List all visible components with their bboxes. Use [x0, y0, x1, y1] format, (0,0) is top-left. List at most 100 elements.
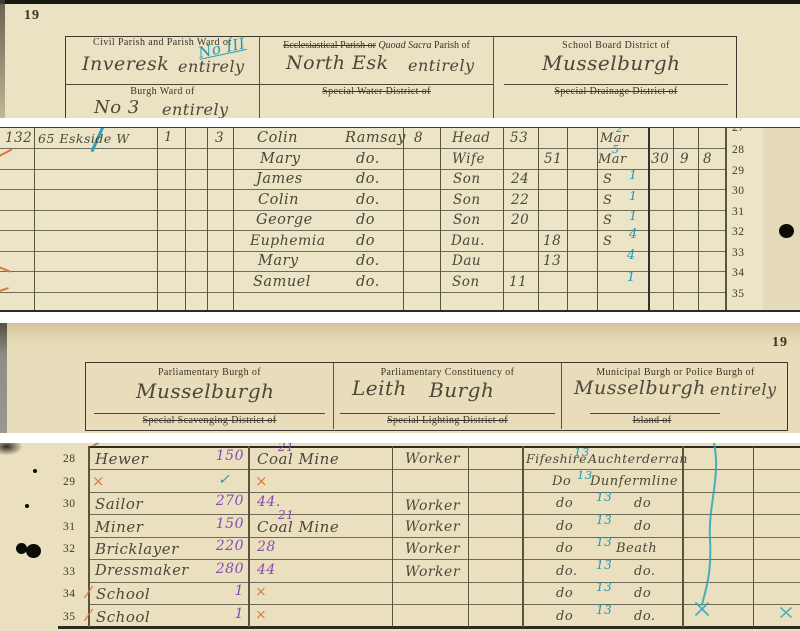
birth-code: 13 [596, 602, 613, 617]
census-row: Euphemia do Dau. 18 S 4 [0, 227, 800, 252]
grid-line [88, 581, 800, 583]
quoad-sacra-value: North Esk [286, 52, 389, 74]
occupation-row: 32 Bricklayer 220 28 Worker do 13 Beath [0, 535, 800, 559]
rule [66, 84, 259, 86]
orange-slash: / [84, 581, 94, 602]
grid-line [682, 446, 684, 627]
industry-code: 28 [257, 539, 276, 555]
grid-line [567, 128, 569, 310]
municipal-burgh-extent: entirely [710, 380, 777, 399]
occupation-code: 1 [234, 583, 244, 599]
row-number: 32 [63, 543, 76, 555]
children-living: 8 [703, 150, 713, 167]
orange-cross: × [255, 584, 268, 600]
scan-left-edge [0, 0, 5, 118]
blue-note: 1 [629, 208, 638, 223]
relation: Son [453, 191, 481, 208]
special-scavenging-label: Special Scavenging District of [142, 415, 277, 426]
margin-row-number: 33 [732, 247, 745, 259]
hole-punch [26, 544, 41, 558]
occupation-row: 33 Dressmaker 280 44 Worker do. 13 do. [0, 558, 800, 582]
birth-code: 13 [596, 512, 613, 527]
grid-line [88, 446, 90, 627]
municipal-burgh-value: Musselburgh [574, 377, 706, 399]
birth-code: 13 [596, 580, 613, 594]
occupation-code: 220 [215, 538, 244, 554]
relation: Wife [452, 150, 485, 167]
rule [504, 84, 728, 86]
row-number: 35 [63, 610, 76, 623]
parliamentary-burgh-label: Parliamentary Burgh of [157, 367, 262, 378]
blue-note: 1 [629, 187, 638, 203]
census-row: Mary do. Wife 51 Mar 5 30 9 8 [0, 143, 800, 170]
condition: S [603, 213, 613, 228]
row-number: 30 [63, 498, 76, 510]
birth-code: 13 [574, 445, 590, 459]
census-row: Samuel do. Son 11 1 [0, 270, 800, 293]
birth-place: do. [634, 563, 656, 579]
grid-line [207, 128, 209, 310]
birth-place: do [634, 496, 652, 511]
orange-cross: × [92, 471, 106, 490]
constituency-value-1: Leith [352, 376, 407, 400]
margin-row-number: 31 [732, 206, 745, 218]
grid-line [0, 292, 725, 293]
forename: Euphemia [250, 232, 326, 249]
hole-punch [16, 543, 27, 554]
relation: Dau [452, 253, 482, 269]
grid-line [88, 559, 800, 560]
constituency-value-2: Burgh [429, 378, 495, 402]
forename: Mary [260, 150, 301, 167]
parliamentary-burgh-cell: Parliamentary Burgh of Musselburgh Speci… [86, 363, 333, 429]
header-divider [561, 363, 563, 429]
label-italic: Quoad Sacra [378, 40, 432, 51]
grid-line [233, 128, 235, 310]
occupation-row: 28 Hewer 150 Coal Mine 21 Worker Fifeshi… [0, 443, 800, 469]
special-drainage-label: Special Drainage District of [554, 86, 678, 97]
civil-parish-value: Inveresk [82, 53, 170, 75]
industry-code: 44 [257, 561, 276, 578]
grid-line [0, 189, 725, 190]
orange-cross: × [255, 471, 269, 490]
grid-line [88, 469, 800, 470]
forename: George [256, 212, 313, 228]
birth-place: Beath [616, 541, 658, 556]
label-rest: Parish of [433, 40, 470, 51]
blue-note: 4 [629, 226, 638, 242]
children-born: 9 [680, 150, 690, 167]
header-divider [333, 363, 335, 429]
forename: Colin [258, 191, 299, 208]
industry-code: 21 [278, 443, 295, 454]
birth-code: 13 [596, 490, 613, 504]
condition: S [603, 233, 613, 249]
surname: do. [356, 171, 380, 187]
birth-place: do [634, 518, 652, 534]
surname: do [356, 212, 376, 228]
quoad-sacra-cell: Ecclesiastical Parish or Quoad Sacra Par… [260, 37, 493, 118]
age-male: 11 [509, 273, 528, 290]
census-row: George do Son 20 S 1 [0, 208, 800, 231]
occupation: Hewer [95, 450, 149, 468]
grid-line [648, 128, 650, 310]
school-board-value: Musselburgh [542, 51, 681, 75]
burgh-ward-label: Burgh Ward of [130, 86, 195, 97]
special-water-label: Special Water District of [322, 86, 431, 97]
occupation: School [96, 585, 151, 603]
census-row: Mary do. Dau 13 4 [0, 248, 800, 272]
industry-code: 44. [257, 494, 281, 510]
forename: Colin [257, 130, 298, 146]
grid-line [0, 148, 725, 149]
forename: James [256, 171, 303, 187]
grid-line [88, 536, 800, 538]
table-bottom-border [58, 626, 800, 629]
grid-line [673, 128, 675, 310]
birth-county: Fifeshire [526, 451, 588, 466]
surname: do [356, 232, 376, 249]
occupation-table-strip: 28 Hewer 150 Coal Mine 21 Worker Fifeshi… [0, 443, 800, 631]
margin-row-number: 34 [732, 267, 745, 279]
grid-line [753, 446, 755, 627]
employment-status: Worker [405, 541, 461, 557]
occupation-code: 150 [215, 515, 244, 532]
birth-county: Do [552, 473, 572, 489]
